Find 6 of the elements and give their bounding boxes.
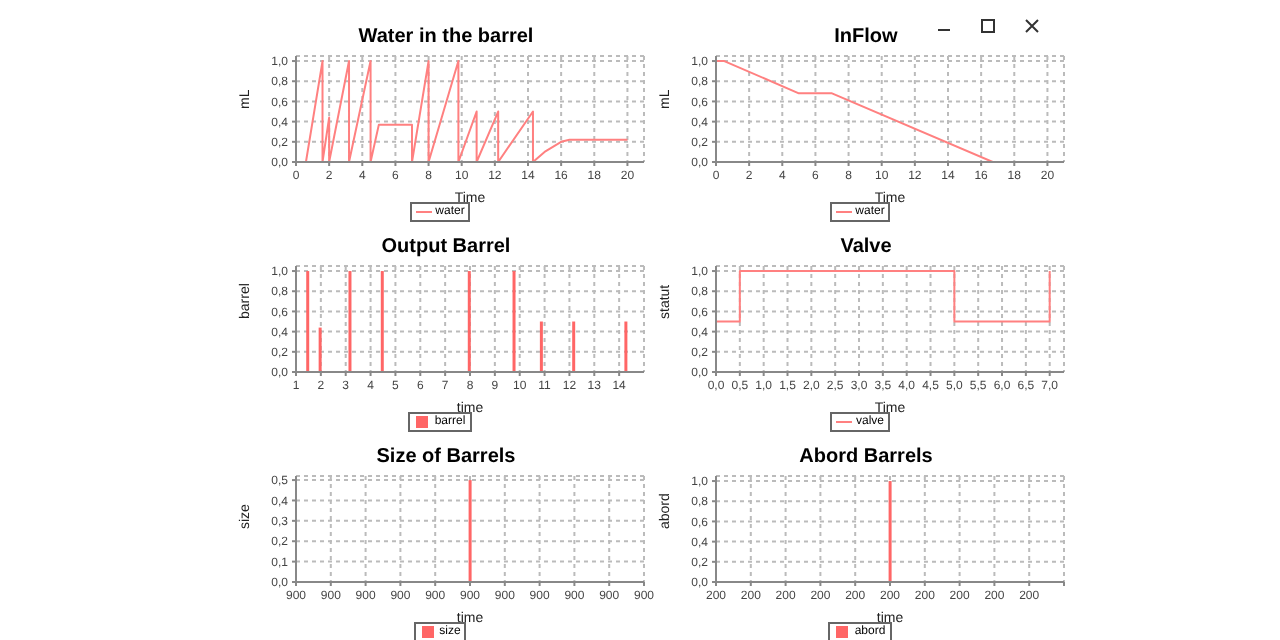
chart-title: Output Barrel <box>379 236 513 258</box>
chart-title: InFlow <box>832 26 900 48</box>
chart-title: Abord Barrels <box>797 446 935 468</box>
chart-title: Water in the barrel <box>356 26 536 48</box>
chart-title: Valve <box>838 236 894 258</box>
chart-title: Size of Barrels <box>374 446 518 468</box>
